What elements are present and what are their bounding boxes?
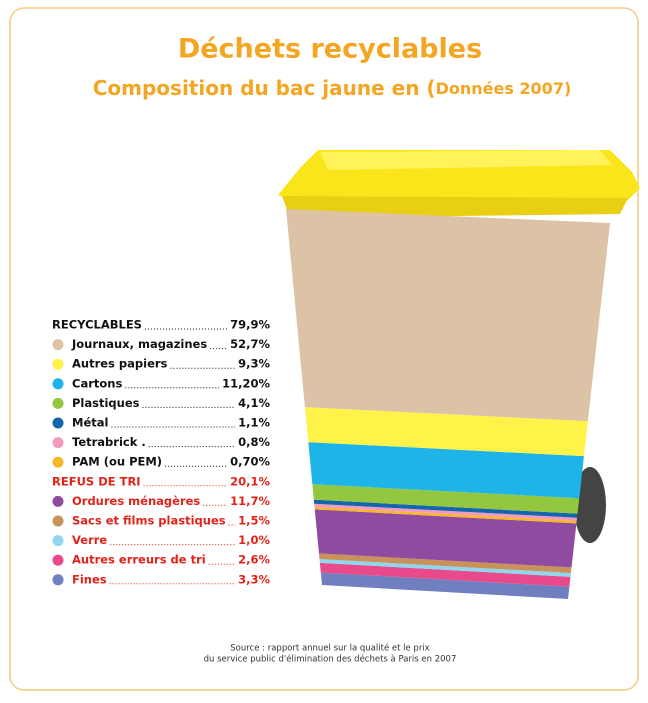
- legend-value: 11,7%: [230, 494, 270, 508]
- legend-value: 1,5%: [238, 514, 270, 528]
- legend-label: Journaux, magazines: [71, 337, 207, 351]
- legend-marker: [53, 516, 64, 527]
- legend-label: PAM (ou PEM): [72, 455, 162, 469]
- bin-body: [286, 209, 610, 599]
- source-line: du service public d'élimination des déch…: [204, 654, 457, 665]
- subtitle: Composition du bac jaune en (: [93, 76, 436, 100]
- legend-label: Plastiques: [72, 396, 140, 410]
- legend-value: 0,70%: [230, 455, 270, 469]
- legend-label: Verre: [72, 533, 107, 547]
- source-line: Source : rapport annuel sur la qualité e…: [230, 643, 429, 654]
- legend-marker: [53, 418, 64, 429]
- legend-label: Ordures ménagères: [72, 494, 200, 508]
- legend-value: 52,7%: [230, 337, 270, 351]
- legend-marker: [53, 496, 64, 507]
- legend-label: Métal: [72, 416, 108, 430]
- subtitle-note: Données 2007): [436, 79, 572, 98]
- legend-value: 1,1%: [238, 416, 270, 430]
- legend-label: Fines: [72, 572, 107, 586]
- legend-marker: [53, 555, 64, 566]
- bin-band: [286, 209, 610, 421]
- legend-value: 0,8%: [238, 435, 270, 449]
- legend-value: 9,3%: [238, 357, 270, 371]
- legend-label: Cartons: [72, 376, 122, 390]
- legend-label: Tetrabrick .: [72, 435, 146, 449]
- group-total: 79,9%: [230, 318, 270, 332]
- chart-title: Déchets recyclables: [178, 34, 482, 65]
- legend-marker: [53, 457, 64, 468]
- legend-marker: [53, 574, 64, 585]
- legend-label: Autres erreurs de tri: [72, 553, 206, 567]
- legend-value: 1,0%: [238, 533, 270, 547]
- legend-marker: [53, 398, 64, 409]
- group-label: REFUS DE TRI: [52, 474, 141, 488]
- legend-value: 4,1%: [238, 396, 270, 410]
- group-total: 20,1%: [230, 474, 270, 488]
- chart-subtitle: Composition du bac jaune en (Données 200…: [93, 76, 572, 100]
- legend-label: Autres papiers: [72, 357, 168, 371]
- group-label: RECYCLABLES: [52, 318, 142, 332]
- legend-marker: [53, 535, 64, 546]
- legend-marker: [53, 339, 64, 350]
- infographic: Déchets recyclables Composition du bac j…: [0, 0, 648, 699]
- legend-marker: [53, 359, 64, 370]
- legend-marker: [53, 437, 64, 448]
- legend-value: 11,20%: [222, 376, 270, 390]
- legend-value: 3,3%: [238, 572, 270, 586]
- legend-marker: [53, 378, 64, 389]
- legend-value: 2,6%: [238, 553, 270, 567]
- legend-label: Sacs et films plastiques: [72, 514, 226, 528]
